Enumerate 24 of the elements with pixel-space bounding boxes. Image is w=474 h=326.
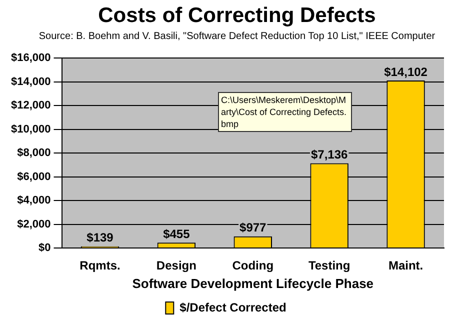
y-tick-label: $16,000 xyxy=(10,52,51,64)
data-label: $977 xyxy=(240,220,267,235)
y-tick-label: $8,000 xyxy=(17,147,51,160)
y-tick-label: $14,000 xyxy=(10,76,51,88)
chart-title: Costs of Correcting Defects xyxy=(97,4,377,28)
y-tick-label: $4,000 xyxy=(17,194,51,207)
y-tick-label: $0 xyxy=(38,242,51,254)
y-tick-label: $12,000 xyxy=(10,100,51,112)
x-tick-label: Testing xyxy=(308,258,350,273)
data-label: $7,136 xyxy=(310,148,348,162)
x-tick-label: Rqmts. xyxy=(80,258,120,273)
data-label: $139 xyxy=(86,230,114,245)
x-tick-label: Maint. xyxy=(388,258,424,273)
x-axis-title: Software Development Lifecycle Phase xyxy=(132,276,374,291)
annotation: C:\Users\Meskerem\Desktop\Marty\Cost of Correcting Defects.bmp xyxy=(218,92,352,132)
legend-label: $/Defect Corrected xyxy=(180,300,286,314)
y-tick-label: $10,000 xyxy=(10,123,51,136)
y-tick-label: $2,000 xyxy=(17,218,51,230)
y-tick-label: $6,000 xyxy=(17,170,51,183)
data-label: $14,102 xyxy=(384,64,428,79)
data-label: $455 xyxy=(163,226,190,241)
x-tick-label: Design xyxy=(156,258,196,273)
chart-subtitle: Source: B. Boehm and V. Basili, "Software Defect Reduction Top 10 List," IEEE Computer xyxy=(38,31,436,42)
x-tick-label: Coding xyxy=(232,258,274,273)
